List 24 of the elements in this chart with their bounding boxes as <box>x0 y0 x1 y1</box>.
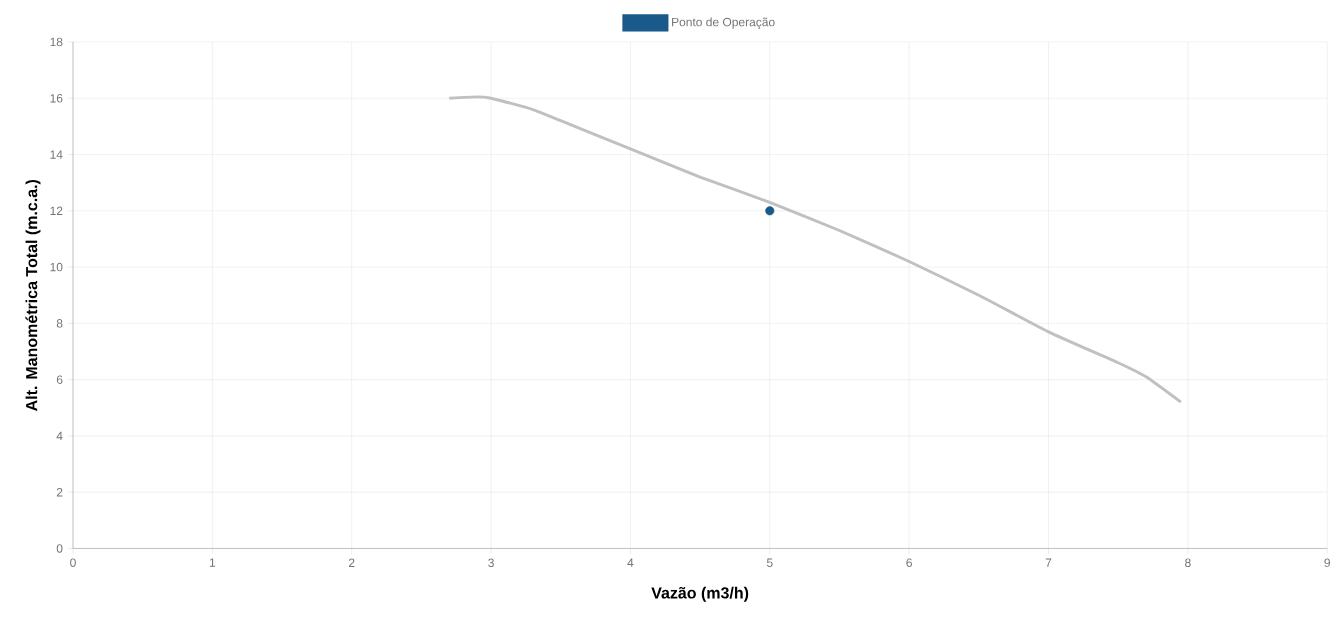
x-tick-label: 1 <box>209 558 216 567</box>
y-tick-label: 6 <box>56 375 63 384</box>
x-tick-label: 9 <box>1324 558 1330 567</box>
y-tick-label: 8 <box>56 318 63 328</box>
y-tick-label: 14 <box>50 150 63 159</box>
y-tick-label: 18 <box>50 37 63 47</box>
y-tick-label: 0 <box>56 544 63 553</box>
x-tick-label: 4 <box>627 558 634 567</box>
y-axis-title: Alt. Manométrica Total (m.c.a.) <box>25 179 41 411</box>
legend-label: Ponto de Operação <box>672 17 775 29</box>
x-tick-label: 8 <box>1185 558 1191 567</box>
line-series <box>447 95 1183 404</box>
x-tick-label: 0 <box>70 558 76 567</box>
x-tick-label: 2 <box>348 558 355 567</box>
x-tick-label: 6 <box>906 558 912 567</box>
y-tick-label: 16 <box>50 93 63 103</box>
x-tick-label: 3 <box>488 558 494 567</box>
y-tick-label: 10 <box>50 262 63 272</box>
x-tick-label: 7 <box>1045 558 1052 567</box>
y-tick-label: 4 <box>56 431 63 440</box>
x-tick-label: 5 <box>766 558 773 567</box>
y-tick-label: 12 <box>50 206 63 215</box>
y-tick-label: 2 <box>56 487 63 497</box>
x-axis-title: Vazão (m3/h) <box>651 586 749 602</box>
